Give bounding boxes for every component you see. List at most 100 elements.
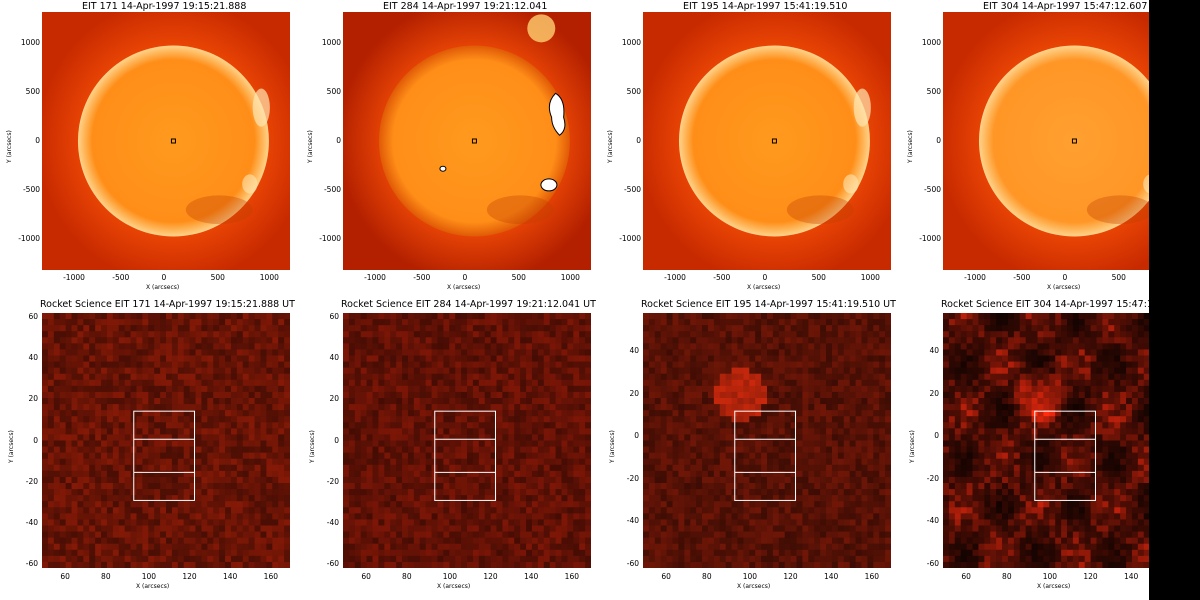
y-tick-label: -60 [326,558,339,568]
x-tick-label: 120 [483,572,498,581]
x-axis-label: X (arcsecs) [1047,284,1081,291]
x-axis-label: X (arcsecs) [146,284,180,291]
x-tick-label: -1000 [63,273,85,282]
x-axis-label: X (arcsecs) [136,583,170,590]
x-tick-label: 60 [361,572,371,581]
y-tick-label: 40 [929,346,939,356]
y-tick-label: -500 [22,185,40,195]
y-tick-label: -1000 [919,234,941,244]
y-tick-label: 0 [334,435,339,445]
x-tick-label: 500 [511,273,526,282]
y-axis-label: Y (arcsecs) [307,130,314,163]
y-tick-label: 20 [629,388,639,398]
x-tick-label: -500 [413,273,431,282]
y-tick-label: -60 [626,558,639,568]
x-tick-label: -500 [1013,273,1031,282]
x-tick-label: 0 [762,273,768,282]
y-axis-label: Y (arcsecs) [909,429,916,463]
y-tick-label: 60 [28,312,38,322]
top-panel-title: EIT 304 14-Apr-1997 15:47:12.607 [983,1,1148,12]
x-tick-label: 80 [402,572,412,581]
x-axis-label: X (arcsecs) [437,583,471,590]
x-tick-label: 120 [182,572,197,581]
y-tick-label: -1000 [319,234,341,244]
x-tick-label: 120 [783,572,798,581]
x-tick-label: 80 [101,572,111,581]
y-tick-label: -60 [926,558,939,568]
y-axis-label: Y (arcsecs) [6,130,13,163]
y-tick-label: 40 [28,353,38,363]
zoomed-region-image [643,313,891,568]
x-tick-label: 0 [462,273,468,282]
y-tick-label: 500 [25,86,40,96]
x-tick-label: 140 [524,572,539,581]
zoomed-region-image [343,313,591,568]
x-tick-label: 100 [1042,572,1058,581]
x-tick-label: 1000 [860,273,880,282]
solar-disk-image [343,12,591,270]
x-tick-label: 160 [564,572,579,581]
x-tick-label: 60 [961,572,971,581]
solar-disk-image [643,12,891,270]
x-tick-label: 60 [60,572,70,581]
y-tick-label: -20 [25,476,38,486]
y-tick-label: -1000 [18,234,40,244]
x-tick-label: 500 [811,273,826,282]
y-tick-label: -40 [326,517,339,527]
y-tick-label: -60 [25,558,38,568]
y-tick-label: -40 [626,516,639,526]
y-axis-label: Y (arcsecs) [309,429,316,463]
x-tick-label: 140 [1124,572,1139,581]
x-tick-label: 0 [1062,273,1068,282]
top-panel-title: EIT 171 14-Apr-1997 19:15:21.888 [82,1,247,12]
y-tick-label: -20 [626,473,639,483]
top-panel-title: EIT 284 14-Apr-1997 19:21:12.041 [383,1,548,12]
right-edge-black-band [1149,0,1200,600]
y-tick-label: 20 [28,394,38,404]
y-tick-label: 60 [329,312,339,322]
x-tick-label: 0 [161,273,167,282]
x-tick-label: 160 [263,572,278,581]
y-axis-label: Y (arcsecs) [607,130,614,163]
y-tick-label: 20 [329,394,339,404]
x-axis-label: X (arcsecs) [747,284,781,291]
y-tick-label: 40 [329,353,339,363]
y-tick-label: -20 [326,476,339,486]
y-tick-label: 0 [934,431,939,441]
y-axis-label: Y (arcsecs) [609,429,616,463]
x-axis-label: X (arcsecs) [447,284,481,291]
x-tick-label: 500 [1111,273,1126,282]
x-tick-label: 120 [1083,572,1098,581]
top-panel-title: EIT 195 14-Apr-1997 15:41:19.510 [683,1,848,12]
y-tick-label: 0 [336,136,341,145]
x-tick-label: 500 [210,273,225,282]
x-tick-label: 80 [702,572,712,581]
x-tick-label: 140 [223,572,238,581]
y-tick-label: 0 [636,136,641,145]
x-tick-label: 100 [442,572,458,581]
x-tick-label: -500 [112,273,130,282]
y-tick-label: 1000 [921,37,941,47]
x-tick-label: -1000 [664,273,686,282]
x-tick-label: -1000 [364,273,386,282]
x-tick-label: 60 [661,572,671,581]
x-axis-label: X (arcsecs) [1037,583,1071,590]
y-tick-label: 20 [929,388,939,398]
x-tick-label: 100 [742,572,758,581]
y-tick-label: -20 [926,473,939,483]
y-tick-label: 1000 [321,37,341,47]
y-tick-label: 0 [35,136,40,145]
y-tick-label: 500 [326,86,341,96]
y-tick-label: 0 [634,431,639,441]
y-tick-label: -1000 [619,234,641,244]
zoomed-region-image [42,313,290,568]
y-axis-label: Y (arcsecs) [8,429,15,463]
y-axis-label: Y (arcsecs) [907,130,914,163]
x-tick-label: 1000 [259,273,279,282]
y-tick-label: 40 [629,346,639,356]
y-tick-label: -40 [926,516,939,526]
x-tick-label: -500 [713,273,731,282]
y-tick-label: 500 [926,86,941,96]
x-tick-label: -1000 [964,273,986,282]
y-tick-label: -500 [923,185,941,195]
